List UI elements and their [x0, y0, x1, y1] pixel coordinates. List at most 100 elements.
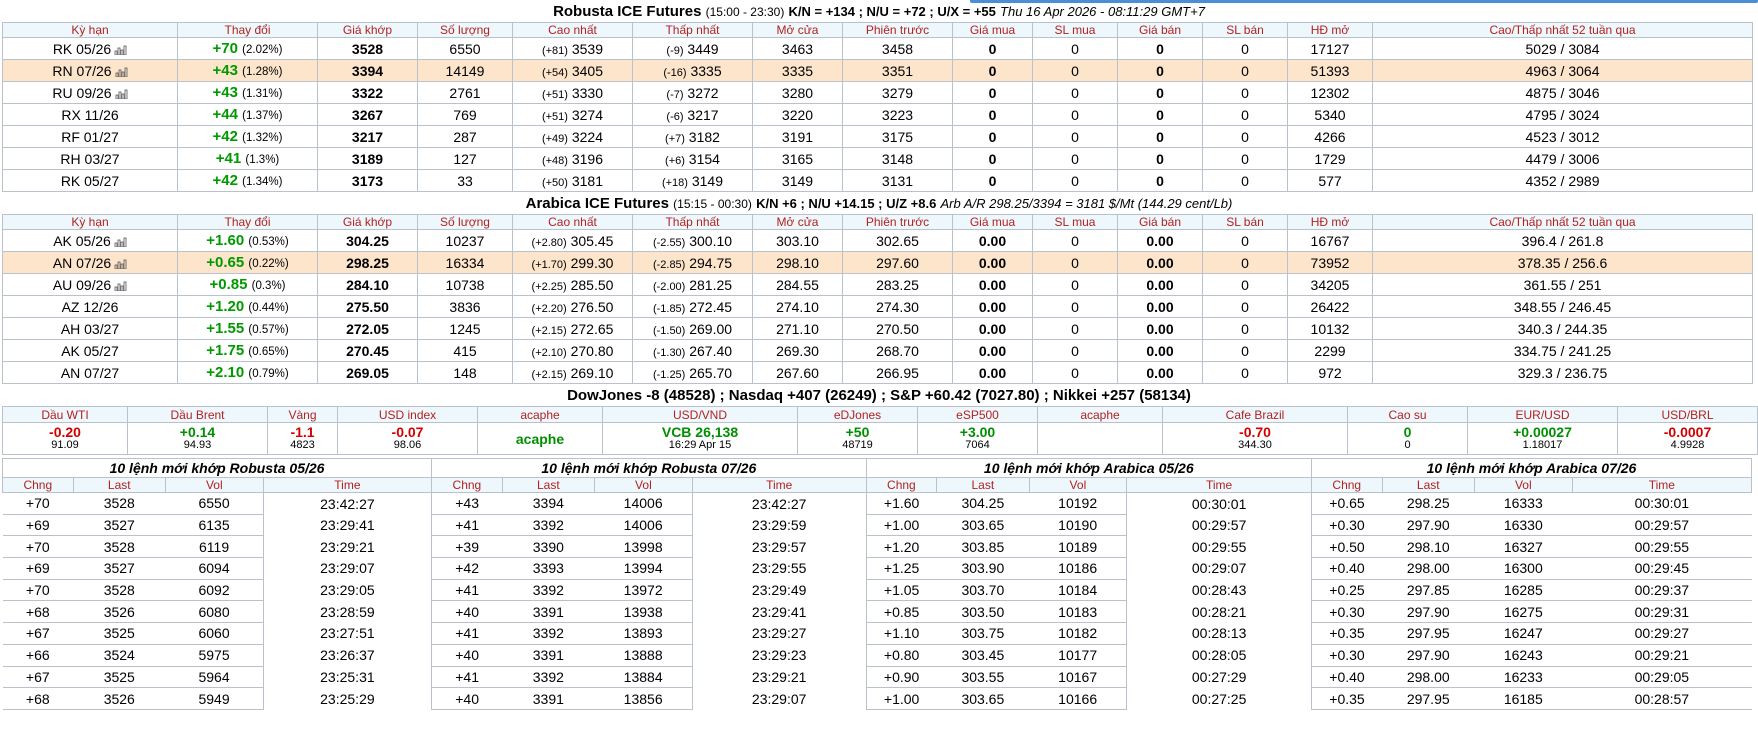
change-cell: +1.60 (0.53%)	[177, 229, 318, 252]
trade-volume: 13972	[594, 578, 693, 602]
trade-time: 00:29:31	[1572, 600, 1752, 624]
contract-name[interactable]: RF 01/27	[61, 128, 119, 145]
contract-cell[interactable]: RK 05/27	[2, 169, 178, 192]
open-interest: 1729	[1287, 147, 1373, 170]
contract-cell[interactable]: AH 03/27	[2, 317, 178, 340]
arabica-row[interactable]: AK 05/26 +1.60 (0.53%) 304.25 10237 (+2.80) …	[2, 229, 1753, 252]
trade-last: 303.45	[936, 643, 1030, 667]
change-value: +43	[212, 62, 238, 79]
trade-volume: 10177	[1029, 643, 1127, 667]
market-cell[interactable]: +3.00 7064	[917, 422, 1038, 455]
market-cell[interactable]: +0.00027 1.18017	[1467, 422, 1618, 455]
volume: 6550	[417, 37, 513, 60]
last-price: 3173	[317, 169, 418, 192]
market-cell[interactable]: -1.1 4823	[267, 422, 338, 455]
robusta-col-header: Giá bán	[1117, 22, 1203, 38]
contract-cell[interactable]: RX 11/26	[2, 103, 178, 126]
market-cell[interactable]: +50 48719	[797, 422, 918, 455]
chart-icon[interactable]	[114, 281, 127, 291]
open-price: 3335	[752, 59, 843, 82]
high-change: (+51)	[541, 110, 568, 123]
robusta-row[interactable]: RK 05/27 +42 (1.34%) 3173 33 (+50) 3181 (+18)…	[2, 169, 1753, 192]
contract-cell[interactable]: RF 01/27	[2, 125, 178, 148]
market-cell[interactable]	[1037, 422, 1163, 455]
robusta-row[interactable]: RN 07/26 +43 (1.28%) 3394 14149 (+54) 3405 (-…	[2, 59, 1753, 82]
trade-time: 23:28:59	[262, 600, 433, 623]
low-price: 267.40	[689, 342, 733, 359]
trade-time: 23:26:37	[262, 644, 433, 666]
change-percent: (0.65%)	[248, 346, 289, 358]
chart-icon[interactable]	[114, 237, 127, 247]
contract-cell[interactable]: RU 09/26	[2, 81, 178, 104]
low-change: (-6)	[666, 110, 684, 123]
chart-icon[interactable]	[115, 89, 128, 99]
arabica-row[interactable]: AU 09/26 +0.85 (0.3%) 284.10 10738 (+2.25) 2…	[2, 273, 1753, 296]
contract-name[interactable]: RN 07/26	[52, 62, 112, 79]
market-cell[interactable]: -0.20 91.09	[2, 422, 128, 455]
contract-name[interactable]: RX 11/26	[61, 106, 119, 123]
arabica-row[interactable]: AK 05/27 +1.75 (0.65%) 270.45 415 (+2.10) 27…	[2, 339, 1753, 362]
contract-cell[interactable]: AK 05/26	[2, 229, 178, 252]
volume: 16334	[417, 251, 513, 274]
robusta-row[interactable]: RX 11/26 +44 (1.37%) 3267 769 (+51) 3274 (-6)…	[2, 103, 1753, 126]
arabica-row[interactable]: AZ 12/26 +1.20 (0.44%) 275.50 3836 (+2.20) 2…	[2, 295, 1753, 318]
open-price: 3463	[752, 37, 843, 60]
chart-icon[interactable]	[114, 45, 127, 55]
trade-row: +67 3525 5964 23:25:31 +41 3392 13884 23:29:21 +…	[2, 665, 1752, 689]
trade-volume: 6119	[165, 535, 264, 559]
market-cell[interactable]: VCB 26,138 16:29 Apr 15	[602, 422, 798, 455]
market-cell[interactable]: -0.0007 4.9928	[1617, 422, 1758, 455]
robusta-row[interactable]: RK 05/26 +70 (2.02%) 3528 6550 (+81) 3539 (-9…	[2, 37, 1753, 60]
arabica-row[interactable]: AH 03/27 +1.55 (0.57%) 272.05 1245 (+2.15) 2…	[2, 317, 1753, 340]
trade-volume: 10192	[1029, 492, 1127, 515]
low-change: (-2.85)	[652, 258, 686, 271]
market-cell[interactable]: -0.70 344.30	[1162, 422, 1348, 455]
contract-cell[interactable]: AN 07/26	[2, 251, 178, 274]
contract-name[interactable]: RH 03/27	[60, 150, 120, 167]
market-sub-value: 94.93	[183, 438, 212, 451]
market-cell[interactable]: acaphe	[477, 422, 603, 455]
contract-name[interactable]: AK 05/27	[61, 342, 119, 359]
volume: 14149	[417, 59, 513, 82]
arabica-row[interactable]: AN 07/26 +0.65 (0.22%) 298.25 16334 (+1.70) …	[2, 251, 1753, 274]
robusta-row[interactable]: RH 03/27 +41 (1.3%) 3189 127 (+48) 3196 (+6) …	[2, 147, 1753, 170]
contract-name[interactable]: AZ 12/26	[61, 298, 119, 315]
contract-name[interactable]: AU 09/26	[52, 276, 112, 293]
chart-icon[interactable]	[115, 67, 128, 77]
trade-change: +0.50	[1311, 535, 1383, 559]
contract-name[interactable]: AK 05/26	[53, 232, 111, 249]
trade-volume: 10184	[1029, 578, 1127, 602]
market-cell[interactable]: +0.14 94.93	[127, 422, 268, 455]
contract-cell[interactable]: AK 05/27	[2, 339, 178, 362]
contract-cell[interactable]: RN 07/26	[2, 59, 178, 82]
last-price: 3322	[317, 81, 418, 104]
contract-name[interactable]: AN 07/27	[60, 364, 120, 381]
ask-price: 0.00	[1117, 229, 1203, 252]
robusta-row[interactable]: RF 01/27 +42 (1.32%) 3217 287 (+49) 3224 (+7)…	[2, 125, 1753, 148]
trade-last: 3526	[73, 600, 166, 624]
contract-name[interactable]: RK 05/26	[52, 40, 112, 57]
contract-cell[interactable]: AZ 12/26	[2, 295, 178, 318]
trades-block-title: 10 lệnh mới khớp Arabica 05/26	[865, 458, 1312, 478]
trade-time: 00:29:57	[1126, 514, 1312, 536]
change-value: +0.65	[206, 254, 245, 271]
prev-close: 3351	[842, 59, 953, 82]
arabica-row[interactable]: AN 07/27 +2.10 (0.79%) 269.05 148 (+2.15) 26…	[2, 361, 1753, 384]
open-interest: 972	[1287, 361, 1373, 384]
contract-cell[interactable]: AN 07/27	[2, 361, 178, 384]
robusta-row[interactable]: RU 09/26 +43 (1.31%) 3322 2761 (+51) 3330 (-7…	[2, 81, 1753, 104]
contract-cell[interactable]: RH 03/27	[2, 147, 178, 170]
contract-cell[interactable]: AU 09/26	[2, 273, 178, 296]
contract-name[interactable]: RU 09/26	[52, 84, 112, 101]
trade-time: 00:29:45	[1572, 557, 1752, 580]
ask-price: 0	[1117, 59, 1203, 82]
contract-name[interactable]: RK 05/27	[60, 172, 120, 189]
contract-cell[interactable]: RK 05/26	[2, 37, 178, 60]
trade-volume: 16330	[1474, 513, 1573, 537]
chart-icon[interactable]	[114, 259, 127, 269]
contract-name[interactable]: AN 07/26	[52, 254, 112, 271]
arabica-title-bar: Arabica ICE Futures (15:15 - 00:30) K/N …	[0, 192, 1758, 214]
market-cell[interactable]: -0.07 98.06	[337, 422, 478, 455]
contract-name[interactable]: AH 03/27	[60, 320, 120, 337]
